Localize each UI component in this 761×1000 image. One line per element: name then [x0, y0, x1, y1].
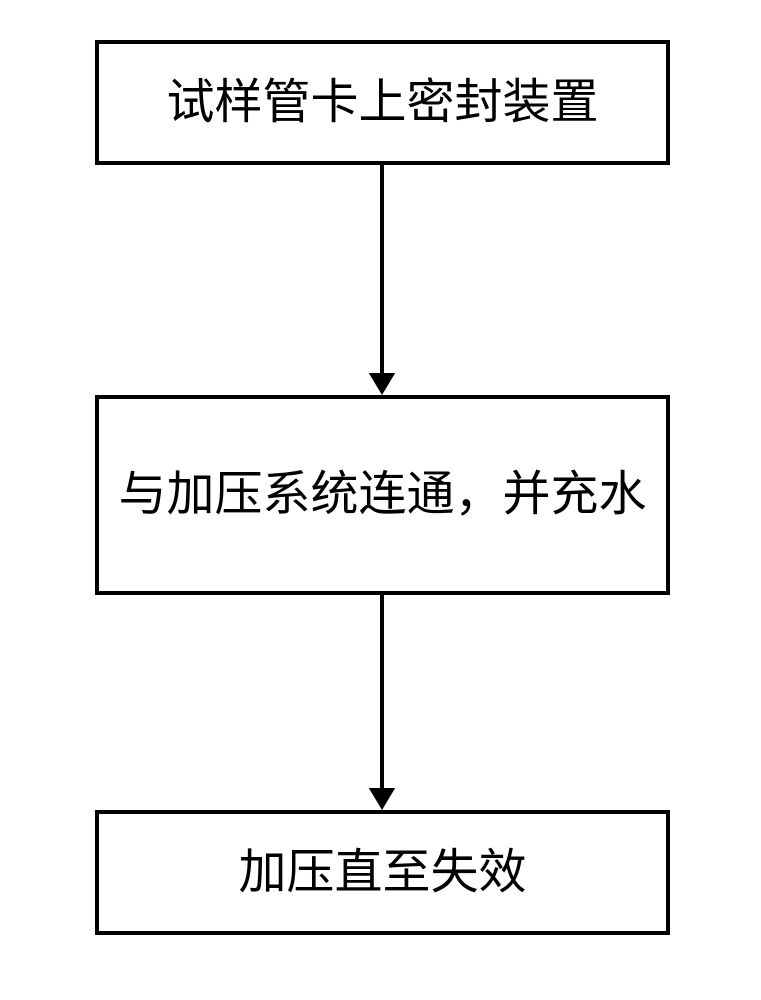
flow-node-label: 加压直至失效 [99, 843, 666, 903]
flow-node-label: 试样管卡上密封装置 [99, 73, 666, 133]
flow-node-label: 与加压系统连通，并充水 [99, 465, 666, 525]
flowchart-canvas: 试样管卡上密封装置与加压系统连通，并充水加压直至失效 [0, 0, 761, 1000]
flow-node-n1: 试样管卡上密封装置 [95, 40, 670, 165]
flow-node-n3: 加压直至失效 [95, 810, 670, 935]
flow-node-n2: 与加压系统连通，并充水 [95, 395, 670, 595]
